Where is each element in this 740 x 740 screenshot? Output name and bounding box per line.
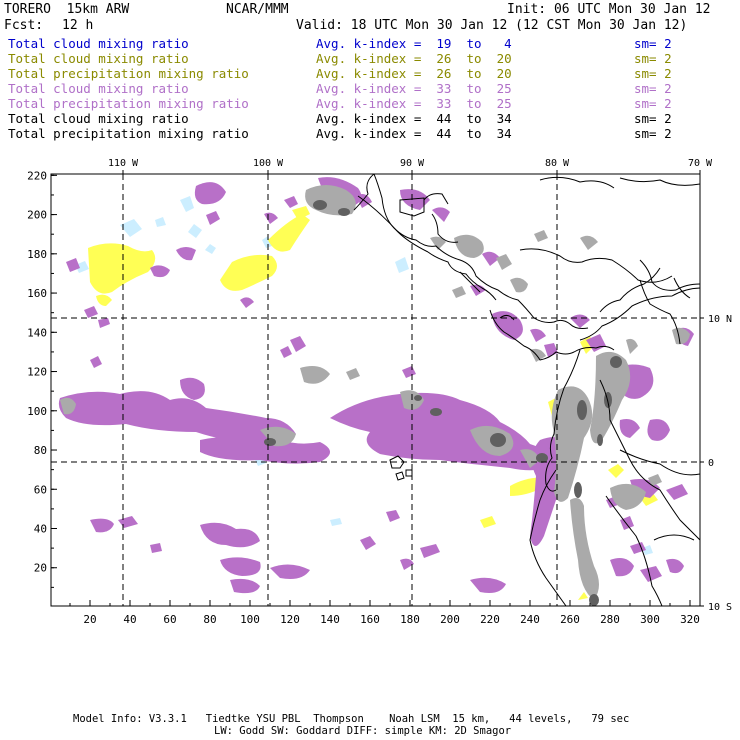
- plot-frame: [50, 173, 701, 607]
- y-tick-label: 180: [27, 248, 47, 261]
- y-tick-label: 100: [27, 405, 47, 418]
- longitude-label: 70 W: [688, 158, 713, 169]
- light-cloud-areas: [75, 196, 653, 555]
- yellow-precip-areas: [88, 206, 658, 600]
- legend-avg-3: Avg. k-index = 33 to 25: [316, 81, 512, 96]
- latitude-label: 10 S: [708, 602, 732, 613]
- y-tick-label: 80: [34, 444, 47, 457]
- legend-avg-6: Avg. k-index = 44 to 34: [316, 126, 512, 141]
- dark-gray-cores: [264, 200, 622, 606]
- legend-sm-3: sm= 2: [634, 81, 672, 96]
- init-time: Init: 06 UTC Mon 30 Jan 12: [507, 2, 711, 17]
- x-tick-label: 140: [320, 613, 340, 626]
- model-info-line2: LW: Godd SW: Goddard DIFF: simple KM: 2D…: [214, 725, 512, 737]
- x-tick-label: 40: [123, 613, 136, 626]
- longitude-label: 110 W: [108, 158, 139, 169]
- valid-time: Valid: 18 UTC Mon 30 Jan 12 (12 CST Mon …: [296, 18, 688, 33]
- y-tick-label: 160: [27, 287, 47, 300]
- x-tick-label: 300: [640, 613, 660, 626]
- longitude-label: 80 W: [545, 158, 570, 169]
- legend-field-6: Total precipitation mixing ratio: [8, 126, 249, 141]
- x-tick-label: 20: [83, 613, 96, 626]
- legend-avg-0: Avg. k-index = 19 to 4: [316, 36, 512, 51]
- y-tick-label: 20: [34, 562, 47, 575]
- legend-avg-4: Avg. k-index = 33 to 25: [316, 96, 512, 111]
- legend-avg-2: Avg. k-index = 26 to 20: [316, 66, 512, 81]
- latitude-label: 0: [708, 458, 714, 469]
- x-tick-label: 180: [400, 613, 420, 626]
- legend-sm-0: sm= 2: [634, 36, 672, 51]
- longitude-label: 90 W: [400, 158, 425, 169]
- model-info-line1: Model Info: V3.3.1 Tiedtke YSU PBL Thomp…: [73, 713, 630, 725]
- legend-sm-4: sm= 2: [634, 96, 672, 111]
- axis-labels: 20 40 60 80 100 120 140 160 180 200 220 240 260 280 30…: [27, 158, 732, 626]
- legend-avg-5: Avg. k-index = 44 to 34: [316, 111, 512, 126]
- x-tick-label: 60: [163, 613, 176, 626]
- latitude-label: 10 N: [708, 314, 732, 325]
- legend-field-4: Total precipitation mixing ratio: [8, 96, 249, 111]
- x-tick-label: 160: [360, 613, 380, 626]
- x-tick-label: 80: [203, 613, 216, 626]
- y-tick-label: 220: [27, 169, 47, 182]
- legend-field-3: Total cloud mixing ratio: [8, 81, 189, 96]
- y-tick-label: 120: [27, 366, 47, 379]
- x-tick-label: 260: [560, 613, 580, 626]
- legend-sm-2: sm= 2: [634, 66, 672, 81]
- gray-precip-areas: [60, 185, 690, 600]
- x-tick-label: 200: [440, 613, 460, 626]
- legend-field-2: Total precipitation mixing ratio: [8, 66, 249, 81]
- y-tick-label: 140: [27, 326, 47, 339]
- x-tick-label: 220: [480, 613, 500, 626]
- legend-sm-6: sm= 2: [634, 126, 672, 141]
- y-tick-label: 60: [34, 483, 47, 496]
- y-tick-label: 40: [34, 523, 47, 536]
- x-tick-label: 240: [520, 613, 540, 626]
- legend-avg-1: Avg. k-index = 26 to 20: [316, 51, 512, 66]
- graticule: [51, 174, 700, 606]
- x-tick-label: 100: [240, 613, 260, 626]
- y-tick-label: 200: [27, 209, 47, 222]
- coastlines: [353, 174, 700, 606]
- forecast-label: Fcst:: [4, 18, 44, 33]
- legend-sm-1: sm= 2: [634, 51, 672, 66]
- organization: NCAR/MMM: [226, 2, 289, 17]
- model-title: TORERO 15km ARW: [4, 2, 130, 17]
- legend-field-1: Total cloud mixing ratio: [8, 51, 189, 66]
- x-tick-label: 320: [680, 613, 700, 626]
- legend-sm-5: sm= 2: [634, 111, 672, 126]
- axis-ticks: [51, 170, 704, 607]
- legend-field-0: Total cloud mixing ratio: [8, 36, 189, 51]
- legend-field-5: Total cloud mixing ratio: [8, 111, 189, 126]
- x-tick-label: 280: [600, 613, 620, 626]
- x-tick-label: 120: [280, 613, 300, 626]
- longitude-label: 100 W: [253, 158, 284, 169]
- forecast-hours: 12 h: [62, 18, 94, 33]
